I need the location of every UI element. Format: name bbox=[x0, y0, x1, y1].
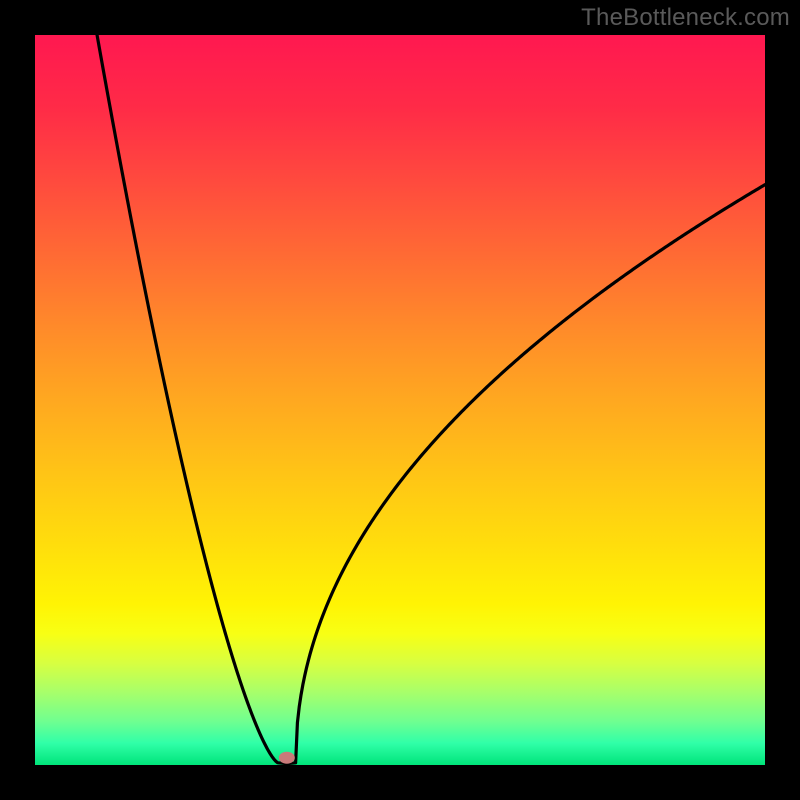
chart-container: TheBottleneck.com bbox=[0, 0, 800, 800]
plot-area bbox=[35, 35, 765, 765]
optimum-marker bbox=[279, 752, 295, 764]
watermark-text: TheBottleneck.com bbox=[581, 4, 790, 32]
bottleneck-chart bbox=[0, 0, 800, 800]
